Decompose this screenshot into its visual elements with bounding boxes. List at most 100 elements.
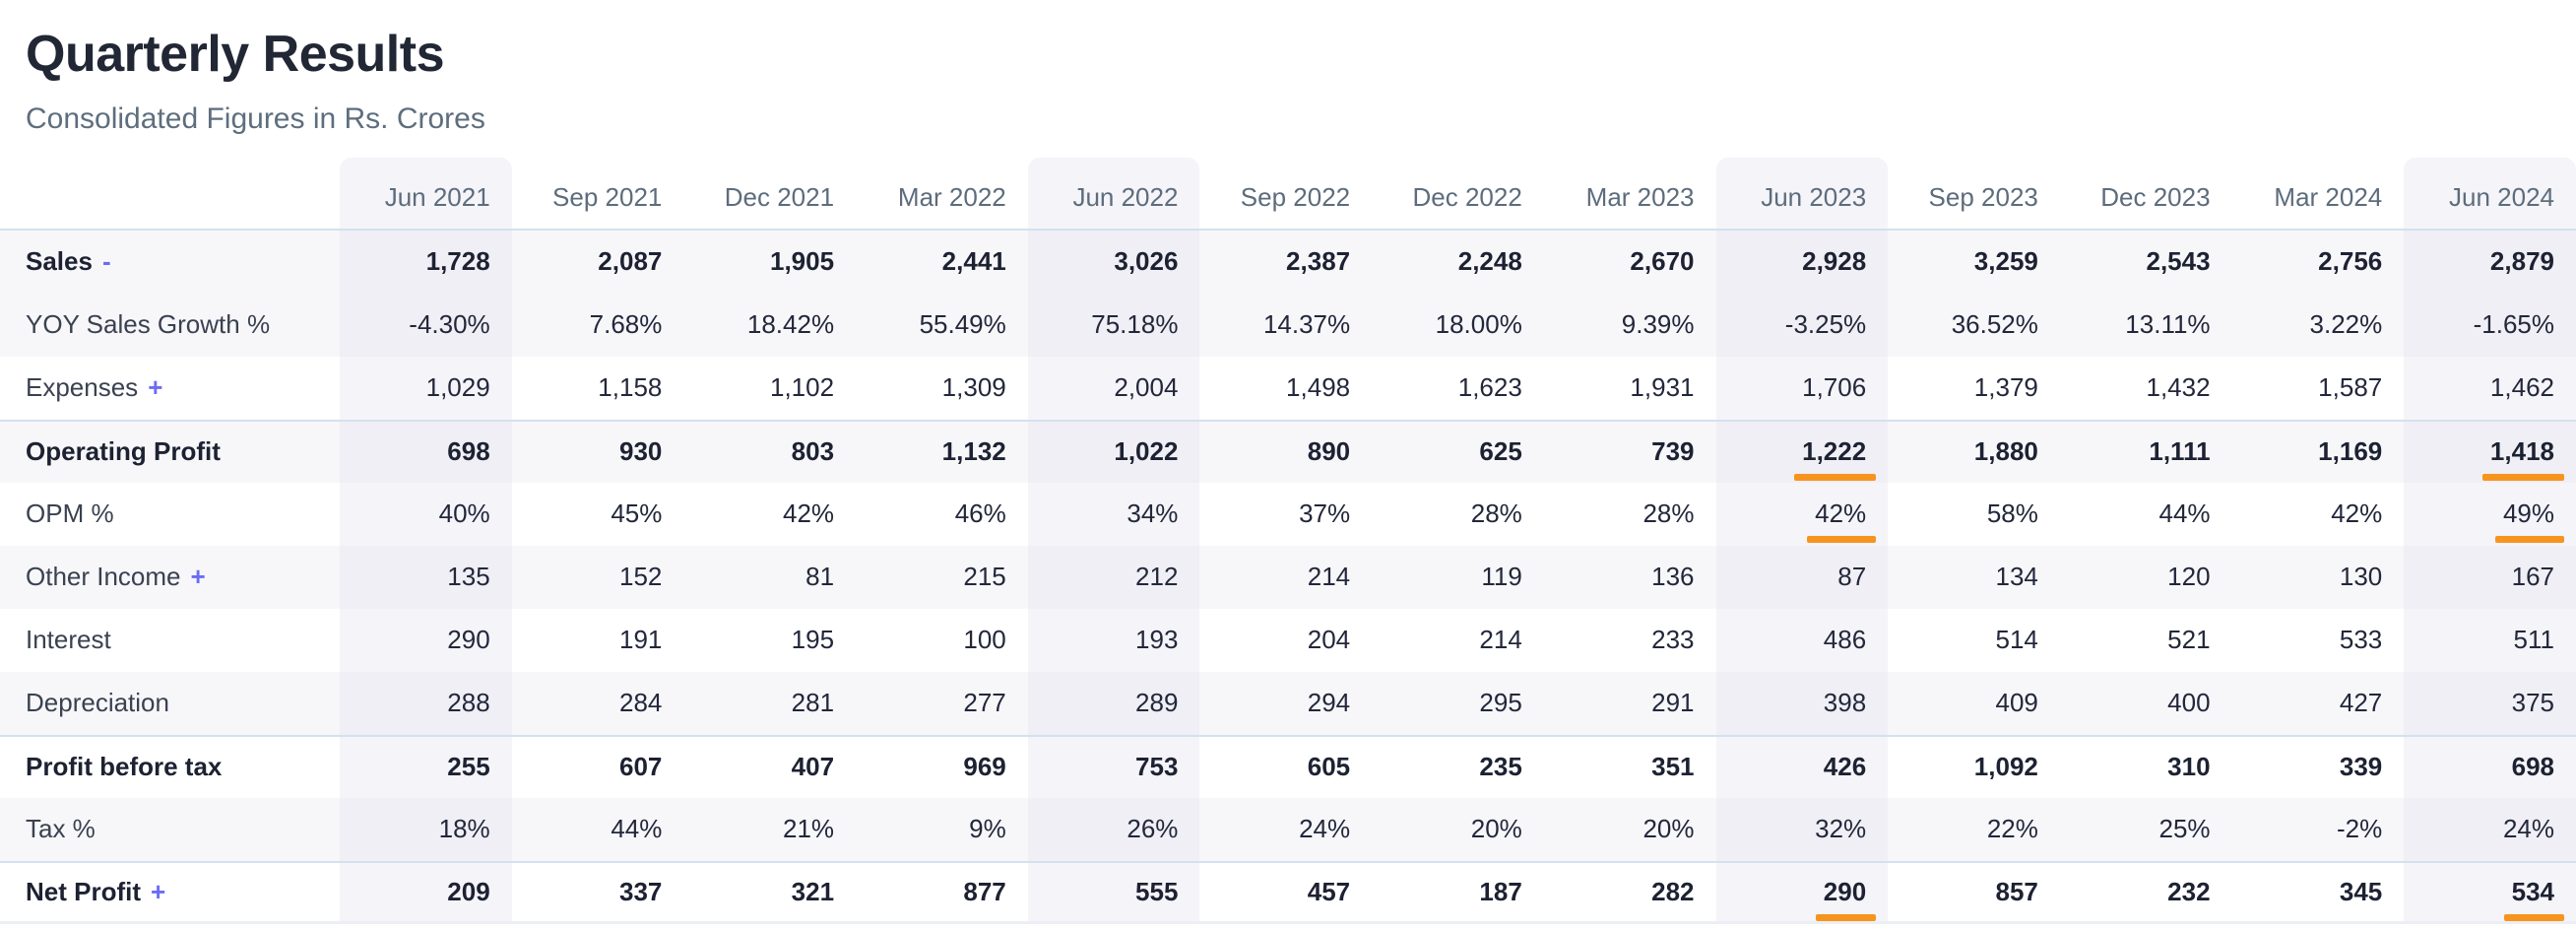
- expand-toggle-icon[interactable]: +: [148, 372, 163, 403]
- cell-profit-before-tax-jun-2024: 698: [2404, 734, 2576, 798]
- cell-depreciation-jun-2022: 289: [1027, 671, 1200, 735]
- cell-operating-profit-mar-2022: 1,132: [856, 419, 1028, 483]
- table-row-profit-before-tax: Profit before tax 255 607 407 969 753 605 235 35…: [0, 734, 2576, 798]
- cell-net-profit-dec-2022: 187: [1372, 860, 1544, 924]
- cell-opm-sep-2022: 37%: [1299, 498, 1351, 529]
- cell-profit-before-tax-mar-2022: 969: [856, 734, 1028, 798]
- cell-depreciation-sep-2022: 294: [1199, 671, 1373, 735]
- cell-sales-jun-2021: 1,728: [340, 230, 512, 294]
- column-header-empty: [0, 157, 340, 231]
- expand-toggle-icon[interactable]: +: [151, 876, 166, 906]
- cell-profit-before-tax-jun-2023: 426: [1715, 734, 1889, 798]
- cell-sales-mar-2024: 2,756: [2231, 230, 2405, 294]
- cell-operating-profit-sep-2022: 890: [1199, 419, 1373, 483]
- cell-depreciation-dec-2022: 295: [1372, 671, 1544, 735]
- cell-expenses-jun-2021: 1,029: [340, 356, 512, 420]
- row-label-text: Interest: [26, 625, 111, 655]
- cell-other-income-jun-2024: 167: [2404, 545, 2576, 609]
- cell-other-income-jun-2021: 135: [340, 545, 512, 609]
- row-label-sales[interactable]: Sales -: [0, 230, 340, 294]
- cell-depreciation-mar-2022: 277: [856, 671, 1028, 735]
- cell-yoy-sales-growth-sep-2023: 36.52%: [1888, 293, 2060, 357]
- table-row-operating-profit: Operating Profit 698 930 803 1,132 1,022 890 62…: [0, 419, 2576, 483]
- page-subtitle: Consolidated Figures in Rs. Crores: [26, 101, 485, 135]
- cell-tax-mar-2023: 20%: [1543, 797, 1716, 861]
- row-label-text: Tax %: [26, 814, 96, 844]
- row-label-expenses[interactable]: Expenses +: [0, 357, 340, 420]
- cell-other-income-mar-2024: 130: [2231, 545, 2405, 609]
- cell-tax-jun-2022: 26%: [1027, 797, 1200, 861]
- cell-depreciation-jun-2023: 398: [1715, 671, 1889, 735]
- cell-yoy-sales-growth-dec-2021: 18.42%: [683, 293, 857, 357]
- cell-interest-sep-2022: 204: [1307, 625, 1351, 655]
- cell-other-income-dec-2021: 81: [683, 545, 857, 609]
- highlighted-value: 49%: [2494, 498, 2565, 544]
- cell-interest-dec-2022: 214: [1479, 625, 1522, 655]
- cell-tax-dec-2023: 25%: [2059, 797, 2232, 861]
- highlighted-value: 1,222: [1794, 436, 1877, 482]
- column-header-jun-2021: Jun 2021: [340, 157, 512, 231]
- cell-yoy-sales-growth-jun-2022: 75.18%: [1027, 293, 1200, 357]
- cell-expenses-dec-2021: 1,102: [769, 372, 835, 403]
- cell-opm-jun-2023: 42%: [1715, 482, 1889, 546]
- cell-net-profit-sep-2022: 457: [1199, 860, 1373, 924]
- cell-depreciation-sep-2021: 284: [511, 671, 684, 735]
- cell-yoy-sales-growth-mar-2022: 55.49%: [856, 293, 1028, 357]
- cell-net-profit-jun-2021: 209: [340, 860, 512, 924]
- cell-sales-jun-2022: 3,026: [1027, 230, 1200, 294]
- cell-expenses-mar-2022: 1,309: [941, 372, 1006, 403]
- cell-expenses-sep-2022: 1,498: [1286, 372, 1351, 403]
- cell-depreciation-sep-2023: 409: [1888, 671, 2060, 735]
- cell-opm-dec-2022: 28%: [1470, 498, 1522, 529]
- cell-net-profit-jun-2022: 555: [1027, 860, 1200, 924]
- cell-profit-before-tax-jun-2021: 255: [340, 734, 512, 798]
- column-header-dec-2023: Dec 2023: [2059, 158, 2232, 231]
- row-label-other-income[interactable]: Other Income +: [0, 545, 340, 609]
- cell-sales-jun-2023: 2,928: [1715, 230, 1889, 294]
- section-header: Quarterly Results Consolidated Figures i…: [0, 0, 2576, 137]
- cell-profit-before-tax-mar-2024: 339: [2231, 734, 2405, 798]
- cell-tax-sep-2021: 44%: [511, 797, 684, 861]
- table-row-interest: Interest 290 191 195 100 193 204 214 233 486 514 52…: [0, 608, 2576, 672]
- cell-interest-dec-2023: 521: [2167, 625, 2211, 655]
- cell-depreciation-dec-2021: 281: [683, 671, 857, 735]
- cell-expenses-sep-2021: 1,158: [598, 372, 663, 403]
- cell-other-income-jun-2023: 87: [1715, 545, 1889, 609]
- cell-tax-sep-2022: 24%: [1199, 797, 1373, 861]
- column-header-dec-2021: Dec 2021: [683, 158, 857, 231]
- cell-opm-mar-2023: 28%: [1642, 498, 1695, 529]
- expand-toggle-icon[interactable]: +: [190, 562, 206, 592]
- cell-expenses-sep-2023: 1,379: [1973, 372, 2038, 403]
- cell-profit-before-tax-dec-2021: 407: [683, 734, 857, 798]
- cell-other-income-mar-2023: 136: [1543, 545, 1716, 609]
- cell-net-profit-mar-2024: 345: [2231, 860, 2405, 924]
- column-header-row: Jun 2021 Sep 2021 Dec 2021 Mar 2022 Jun 2022…: [0, 157, 2576, 231]
- cell-interest-mar-2023: 233: [1651, 625, 1695, 655]
- row-label-text: Other Income: [26, 562, 181, 592]
- cell-expenses-jun-2022: 2,004: [1027, 356, 1200, 420]
- row-label-tax: Tax %: [0, 797, 340, 861]
- table-row-yoy-sales-growth: YOY Sales Growth % -4.30% 7.68% 18.42% 55.49…: [0, 293, 2576, 357]
- cell-operating-profit-dec-2022: 625: [1372, 419, 1544, 483]
- cell-interest-dec-2021: 195: [791, 625, 835, 655]
- column-header-jun-2022: Jun 2022: [1027, 157, 1200, 231]
- row-label-text: Net Profit: [26, 876, 141, 906]
- cell-opm-dec-2023: 44%: [2158, 498, 2211, 529]
- cell-tax-jun-2021: 18%: [340, 797, 512, 861]
- collapse-toggle-icon[interactable]: -: [101, 246, 111, 277]
- row-label-depreciation: Depreciation: [0, 671, 340, 735]
- table-row-depreciation: Depreciation 288 284 281 277 289 294 295 291 398 4…: [0, 671, 2576, 735]
- page-title: Quarterly Results: [26, 26, 445, 83]
- cell-sales-dec-2021: 1,905: [683, 230, 857, 294]
- cell-opm-jun-2022: 34%: [1027, 482, 1200, 546]
- cell-operating-profit-mar-2023: 739: [1543, 419, 1716, 483]
- cell-operating-profit-jun-2023: 1,222: [1715, 419, 1889, 483]
- cell-operating-profit-jun-2022: 1,022: [1027, 419, 1200, 483]
- cell-opm-jun-2024: 49%: [2404, 482, 2576, 546]
- row-label-net-profit[interactable]: Net Profit +: [0, 860, 340, 924]
- cell-profit-before-tax-dec-2023: 310: [2059, 734, 2232, 798]
- cell-operating-profit-sep-2023: 1,880: [1888, 419, 2060, 483]
- cell-depreciation-jun-2024: 375: [2404, 671, 2576, 735]
- cell-sales-jun-2024: 2,879: [2404, 230, 2576, 294]
- cell-tax-jun-2024: 24%: [2404, 797, 2576, 861]
